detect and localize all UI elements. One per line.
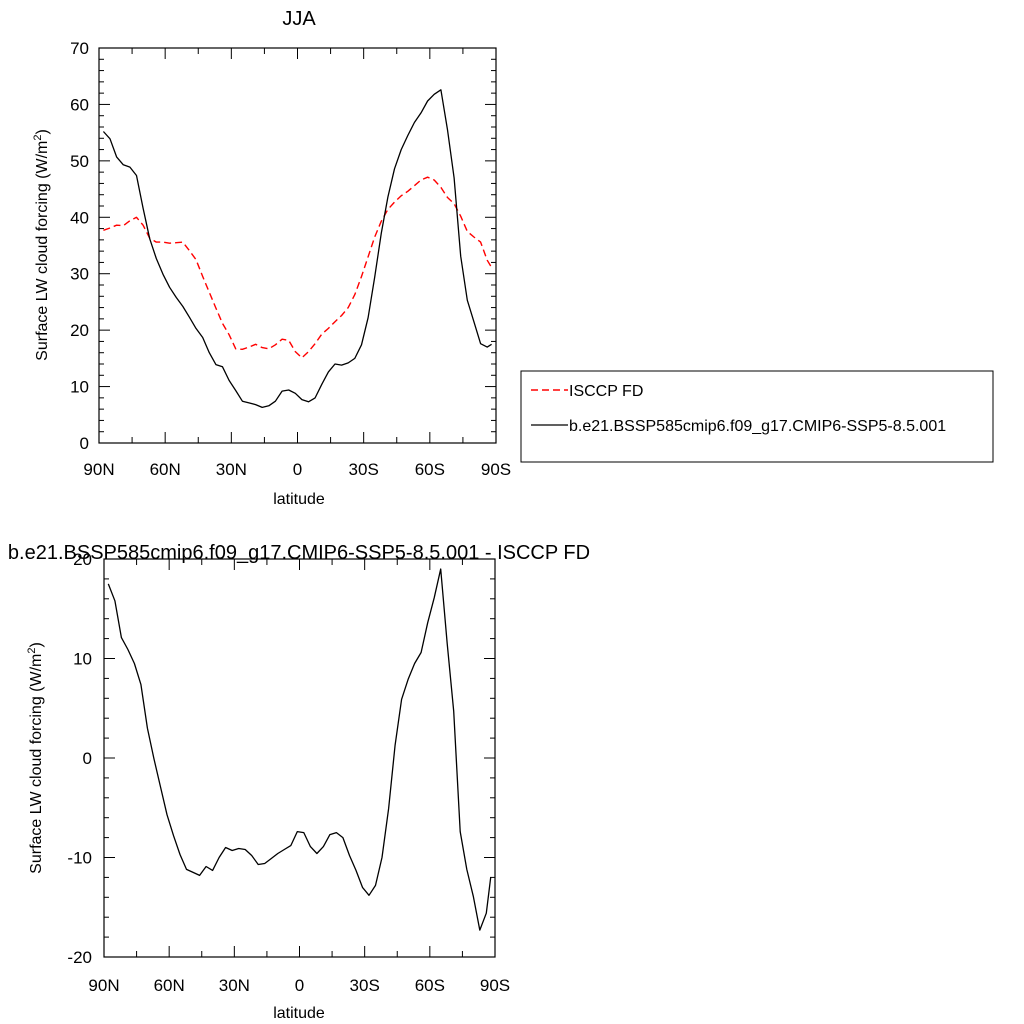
top-chart-ytick-label: 70 — [70, 39, 89, 58]
top-chart-xtick-label: 0 — [293, 460, 302, 479]
top-chart-xlabel: latitude — [273, 491, 325, 508]
top-chart-ytick-labels: 0 10 20 30 40 50 60 70 — [70, 39, 89, 453]
top-chart-xtick-label: 60N — [150, 460, 181, 479]
top-chart-xtick-labels: 90N 60N 30N 0 30S 60S 90S — [83, 460, 511, 479]
top-chart-xtick-label: 30N — [216, 460, 247, 479]
bottom-chart-ytick-label: 10 — [73, 650, 92, 669]
top-chart-ytick-label: 0 — [80, 434, 89, 453]
top-chart-xtick-label: 90N — [83, 460, 114, 479]
bottom-chart-xtick-label: 60N — [154, 976, 185, 995]
top-chart-title: JJA — [282, 8, 316, 30]
top-chart-ytick-label: 20 — [70, 321, 89, 340]
bottom-chart-xtick-labels: 90N 60N 30N 0 30S 60S 90S — [88, 976, 510, 995]
top-chart-ylabel: Surface LW cloud forcing (W/m2) — [32, 129, 51, 361]
legend-label-model: b.e21.BSSP585cmip6.f09_g17.CMIP6-SSP5-8.… — [569, 418, 946, 435]
bottom-chart-xtick-label: 0 — [295, 976, 304, 995]
top-chart-ytick-label: 30 — [70, 265, 89, 284]
bottom-chart-ytick-labels: -20 -10 0 10 20 — [67, 550, 92, 967]
top-chart-ytick-label: 50 — [70, 152, 89, 171]
top-chart-frame — [98, 47, 497, 444]
top-chart: JJA 90N 60N 30N 0 30S 60S 90S 010203040506070 … — [32, 8, 511, 508]
bottom-chart-xtick-label: 90S — [480, 976, 510, 995]
bottom-chart-xtick-label: 60S — [415, 976, 445, 995]
bottom-chart-lines — [107, 568, 492, 931]
top-chart-ylabel-superscript: 2 — [32, 134, 44, 140]
legend: ISCCP FD b.e21.BSSP585cmip6.f09_g17.CMIP… — [520, 370, 994, 463]
legend-label-isccp: ISCCP FD — [569, 383, 643, 400]
top-chart-ytick-label: 60 — [70, 95, 89, 114]
bottom-chart-ylabel-superscript: 2 — [26, 647, 38, 653]
bottom-chart-ytick-label: -20 — [67, 948, 92, 967]
legend-box — [520, 370, 994, 463]
top-chart-ytick-label: 10 — [70, 378, 89, 397]
bottom-chart-ytick-label: 20 — [73, 550, 92, 569]
top-chart-xtick-label: 60S — [415, 460, 445, 479]
top-chart-ytick-label: 40 — [70, 208, 89, 227]
bottom-chart-xtick-label: 90N — [88, 976, 119, 995]
bottom-chart-ylabel-close: ) — [28, 642, 45, 647]
top-chart-ylabel-close: ) — [34, 129, 51, 134]
bottom-chart-xlabel: latitude — [273, 1005, 325, 1022]
bottom-chart-ylabel-main: Surface LW cloud forcing (W/m — [28, 654, 45, 874]
bottom-chart-xtick-label: 30S — [350, 976, 380, 995]
top-chart-xtick-label: 90S — [481, 460, 511, 479]
bottom-chart-xtick-label: 30N — [219, 976, 250, 995]
top-chart-ticks — [98, 47, 497, 444]
bottom-chart-difference-line — [107, 568, 492, 931]
top-chart-ylabel-main: Surface LW cloud forcing (W/m — [34, 141, 51, 361]
bottom-chart: b.e21.BSSP585cmip6.f09_g17.CMIP6-SSP5-8.… — [8, 542, 590, 1022]
top-chart-lines — [102, 89, 493, 409]
top-chart-xtick-label: 30S — [349, 460, 379, 479]
bottom-chart-ticks — [103, 558, 496, 958]
bottom-chart-ytick-label: 0 — [83, 749, 92, 768]
bottom-chart-frame — [103, 558, 496, 958]
bottom-chart-ylabel: Surface LW cloud forcing (W/m2) — [26, 642, 45, 874]
bottom-chart-ytick-label: -10 — [67, 849, 92, 868]
top-chart-model-line — [102, 89, 492, 409]
top-chart-isccp-fd-line — [103, 176, 493, 359]
